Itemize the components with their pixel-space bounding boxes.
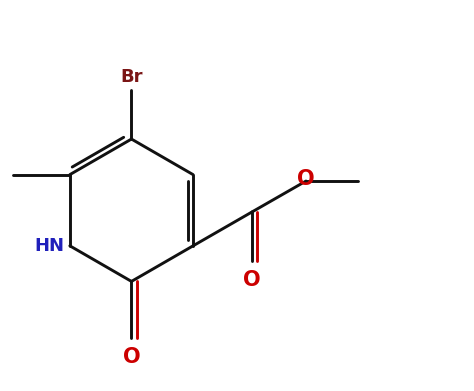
Text: O: O bbox=[243, 270, 261, 290]
Text: O: O bbox=[297, 169, 315, 188]
Text: Br: Br bbox=[120, 68, 143, 86]
Text: HN: HN bbox=[34, 237, 64, 255]
Text: O: O bbox=[123, 346, 140, 366]
